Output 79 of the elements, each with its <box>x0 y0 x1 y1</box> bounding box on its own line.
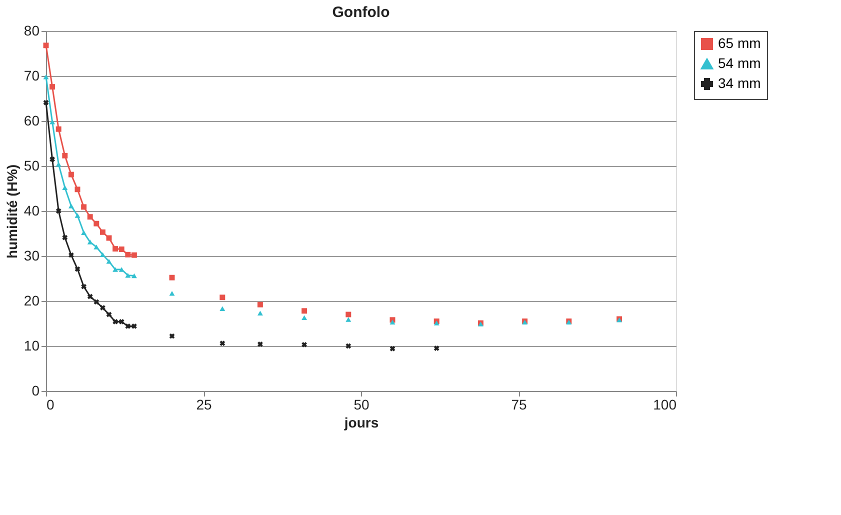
point <box>169 333 175 339</box>
point <box>118 267 124 272</box>
point <box>50 156 56 162</box>
point <box>68 204 74 208</box>
y-tick-label: 60 <box>24 112 40 128</box>
point <box>302 308 308 314</box>
point <box>302 315 308 320</box>
point <box>434 346 440 351</box>
point <box>68 172 74 178</box>
y-tick-label: 20 <box>24 292 40 308</box>
point <box>106 312 112 318</box>
point <box>43 100 49 106</box>
point <box>81 284 87 290</box>
point <box>43 42 49 48</box>
point <box>112 246 118 252</box>
point <box>131 252 137 258</box>
x-tick-label: 100 <box>653 396 677 412</box>
y-tick-label: 80 <box>24 22 40 38</box>
point <box>62 152 68 158</box>
chart-title: Gonfolo <box>332 4 390 21</box>
legend-label: 65 mm <box>718 35 761 51</box>
point <box>169 274 175 280</box>
point <box>68 252 74 258</box>
x-axis-title: jours <box>343 414 379 430</box>
point <box>112 267 118 272</box>
y-tick-label: 10 <box>24 338 40 354</box>
point <box>125 252 131 258</box>
point <box>131 273 137 278</box>
point <box>50 120 56 124</box>
y-tick-label: 40 <box>24 202 40 218</box>
point <box>346 343 352 349</box>
point <box>62 234 68 240</box>
point <box>390 320 396 325</box>
x-tick-label: 50 <box>354 396 370 412</box>
point <box>100 229 106 235</box>
point <box>118 246 124 252</box>
x-tick-label: 75 <box>511 396 527 412</box>
point <box>62 185 68 190</box>
point <box>74 266 80 272</box>
point <box>100 305 106 310</box>
point <box>220 294 226 300</box>
legend-label: 54 mm <box>718 55 761 71</box>
point <box>43 74 49 80</box>
point <box>390 346 396 352</box>
point <box>220 340 226 346</box>
point <box>56 126 62 132</box>
point <box>94 244 100 250</box>
point <box>125 323 131 329</box>
y-tick-label: 50 <box>24 158 40 174</box>
point <box>74 213 80 218</box>
x-tick-label: 0 <box>46 396 54 412</box>
point <box>257 310 263 316</box>
point <box>112 318 118 324</box>
point <box>94 220 100 226</box>
point <box>257 302 263 308</box>
point <box>346 317 352 322</box>
y-axis-title: humidité (H%) <box>4 164 20 259</box>
point <box>81 204 87 210</box>
y-tick-label: 70 <box>24 68 40 84</box>
point <box>100 252 106 258</box>
x-tick-label: 25 <box>196 396 212 412</box>
point <box>56 208 62 214</box>
point <box>220 306 226 312</box>
point <box>257 341 263 347</box>
point <box>125 272 131 278</box>
legend-label: 34 mm <box>718 75 761 91</box>
point <box>302 342 308 348</box>
point <box>131 323 137 329</box>
point <box>50 84 56 90</box>
point <box>87 214 93 220</box>
point <box>346 312 352 318</box>
point <box>74 186 80 192</box>
y-tick-label: 0 <box>32 382 40 398</box>
y-tick-label: 30 <box>24 248 40 264</box>
point <box>106 259 112 264</box>
point <box>94 299 100 305</box>
point <box>81 230 87 235</box>
point <box>87 294 93 300</box>
point <box>118 318 124 324</box>
